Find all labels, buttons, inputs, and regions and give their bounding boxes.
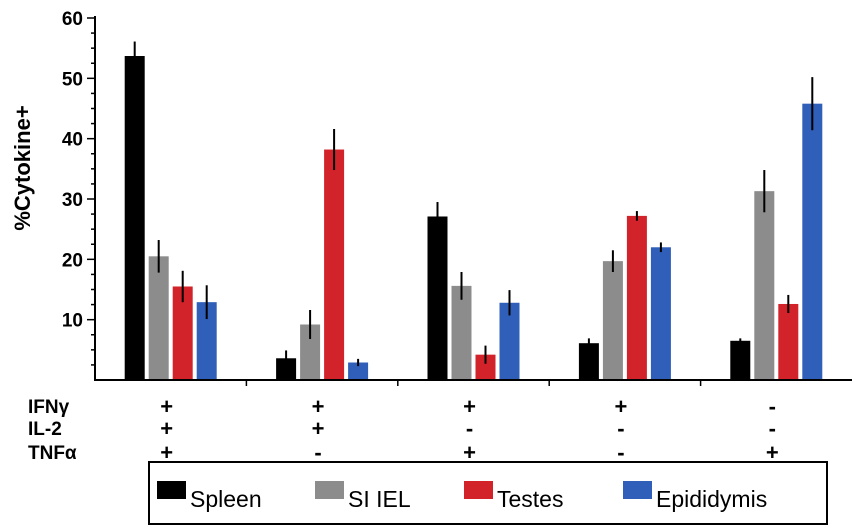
sign-cell: + [312, 394, 325, 419]
bar-spleen [578, 343, 599, 380]
bar-testes [324, 149, 345, 380]
sign-cell: - [314, 440, 321, 465]
bar-spleen [124, 56, 145, 380]
bar-epididymis [348, 362, 369, 380]
bar-spleen [427, 216, 448, 380]
legend: Spleen SI IEL Testes Epididymis [148, 461, 828, 525]
row-label: TNFα [28, 443, 77, 464]
bars-layer [124, 56, 823, 380]
sign-cell: - [617, 440, 624, 465]
legend-swatch [157, 481, 186, 499]
bar-testes [626, 215, 647, 380]
error-bars-layer [133, 41, 814, 367]
sign-cell: - [769, 416, 776, 441]
bar-epididymis [499, 302, 520, 380]
bar-si-iel [754, 191, 775, 380]
sign-cell: + [766, 440, 779, 465]
bar-epididymis [802, 103, 823, 380]
sign-cell: - [769, 394, 776, 419]
sign-cell: + [160, 394, 173, 419]
bar-epididymis [650, 247, 671, 380]
sign-cell: + [463, 394, 476, 419]
y-ticks: 10 20 30 40 50 60 [62, 9, 95, 366]
bar-testes [475, 354, 496, 380]
sign-cell: + [614, 394, 627, 419]
row-label: IFNγ [28, 397, 70, 418]
legend-swatch [623, 481, 652, 499]
bar-spleen [276, 358, 297, 380]
sign-cell: + [160, 416, 173, 441]
legend-box [148, 461, 828, 525]
combination-table: IFNγ + + + + -IL-2 + + - - -TNFα + - + - + [28, 394, 779, 465]
sign-cell: + [160, 440, 173, 465]
sign-cell: - [466, 416, 473, 441]
y-tick-label: 40 [62, 130, 83, 151]
y-axis-label: %Cytokine+ [10, 105, 35, 230]
sign-cell: + [312, 416, 325, 441]
bar-si-iel [451, 285, 472, 380]
bar-testes [172, 286, 193, 380]
legend-label: Spleen [190, 486, 262, 512]
bar-si-iel [300, 324, 321, 380]
row-label: IL-2 [28, 419, 62, 440]
bar-testes [778, 303, 799, 380]
bar-si-iel [602, 261, 623, 380]
sign-cell: - [617, 416, 624, 441]
y-tick-label: 60 [62, 9, 83, 30]
y-tick-label: 50 [62, 69, 83, 90]
bar-spleen [730, 340, 751, 380]
sign-cell: + [463, 440, 476, 465]
legend-label: Testes [497, 486, 563, 512]
bar-epididymis [196, 302, 217, 380]
legend-swatch [464, 481, 493, 499]
legend-swatch [315, 481, 344, 499]
y-tick-label: 30 [62, 190, 83, 211]
bar-si-iel [148, 256, 169, 380]
y-tick-label: 20 [62, 250, 83, 271]
legend-label: Epididymis [656, 486, 767, 512]
legend-label: SI IEL [348, 486, 411, 512]
y-tick-label: 10 [62, 311, 83, 332]
